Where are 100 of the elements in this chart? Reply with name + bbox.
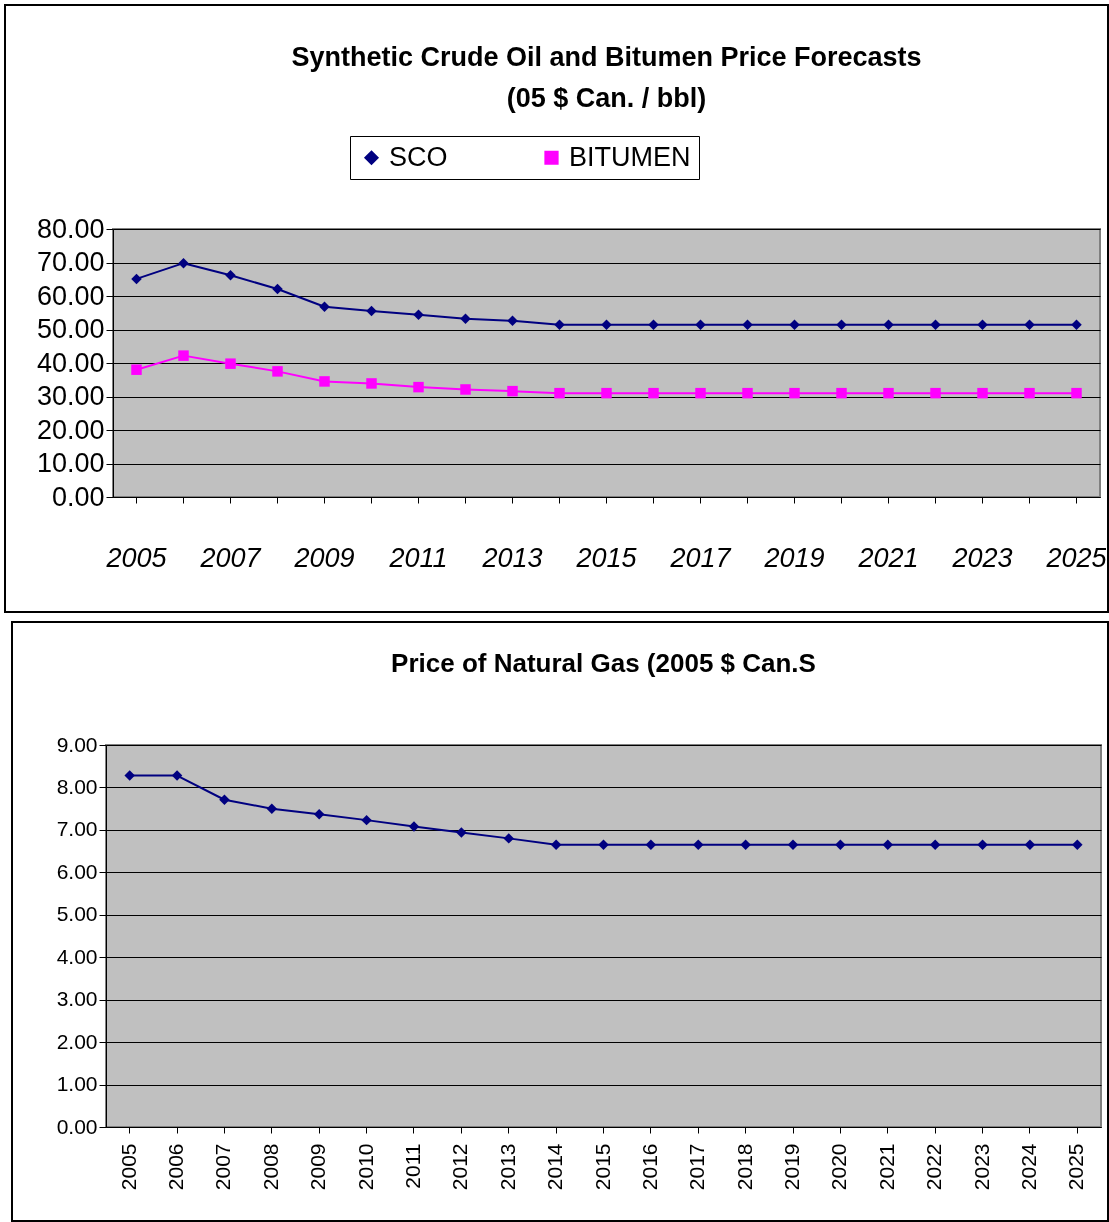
point — [929, 839, 941, 850]
point — [313, 808, 325, 820]
x-tick-label: 2011 — [388, 542, 448, 573]
y-tick-label: 4.00 — [56, 944, 98, 968]
y-tick-label: 70.00 — [36, 247, 105, 277]
point — [456, 827, 467, 838]
x-tick-label: 2007 — [211, 1143, 235, 1191]
point — [225, 358, 236, 369]
y-tick-label: 7.00 — [56, 817, 98, 841]
point — [787, 839, 799, 850]
point — [272, 366, 283, 377]
x-tick-label: 2019 — [763, 542, 825, 573]
point — [648, 387, 659, 399]
point — [124, 770, 135, 781]
point — [554, 319, 565, 331]
chart-title: Synthetic Crude Oil and Bitumen Price Forecasts (05 $ Can. / bbl) — [291, 41, 922, 114]
legend-label: BITUMEN — [569, 141, 691, 172]
point — [550, 839, 562, 850]
point — [272, 283, 283, 295]
point — [219, 794, 230, 805]
point — [1072, 839, 1083, 850]
point — [882, 839, 894, 850]
point — [1024, 839, 1036, 850]
point — [266, 803, 278, 814]
x-tick-label: 2021 — [874, 1143, 898, 1191]
point — [836, 387, 847, 399]
y-tick-label: 1.00 — [56, 1072, 98, 1096]
y-tick-label: 9.00 — [56, 732, 98, 756]
point — [319, 301, 330, 312]
x-tick-label: 2023 — [951, 542, 1013, 573]
point — [1024, 319, 1035, 331]
point — [601, 319, 612, 331]
point — [742, 387, 753, 399]
y-tick-label: 80.00 — [36, 213, 105, 244]
point — [645, 839, 657, 850]
point — [178, 257, 189, 269]
y-tick-label: 8.00 — [56, 774, 98, 798]
point — [883, 387, 894, 399]
point — [930, 387, 941, 399]
point — [693, 839, 704, 850]
x-tick-label: 2012 — [448, 1143, 472, 1191]
point — [408, 821, 420, 832]
y-tick-label: 5.00 — [56, 902, 98, 926]
point — [413, 381, 424, 393]
point — [695, 387, 706, 399]
legend-label: SCO — [389, 141, 448, 172]
x-tick-label: 2013 — [495, 1143, 519, 1191]
x-tick-label: 2019 — [780, 1143, 804, 1191]
point — [361, 814, 372, 826]
point — [507, 385, 518, 397]
x-tick-label: 2020 — [827, 1143, 851, 1191]
x-tick-label: 2025 — [1045, 542, 1108, 573]
x-tick-label: 2007 — [199, 542, 262, 573]
point — [460, 384, 471, 395]
x-tick-label: 2014 — [543, 1143, 567, 1191]
point — [648, 319, 659, 331]
point — [131, 273, 142, 285]
point — [1071, 387, 1082, 399]
x-tick-label: 2005 — [105, 542, 168, 573]
point — [507, 315, 518, 327]
y-tick-label: 3.00 — [56, 987, 98, 1011]
x-tick-label: 2023 — [969, 1143, 993, 1191]
point — [413, 309, 424, 320]
x-tick-label: 2016 — [637, 1143, 661, 1191]
point — [131, 364, 142, 375]
point — [171, 770, 183, 781]
y-tick-label: 40.00 — [36, 347, 105, 378]
point — [789, 387, 800, 399]
x-tick-label: 2017 — [669, 542, 732, 573]
point — [742, 319, 753, 331]
point — [740, 839, 751, 850]
x-tick-label: 2025 — [1064, 1143, 1088, 1191]
x-tick-label: 2008 — [258, 1143, 282, 1191]
x-tick-label: 2005 — [116, 1143, 140, 1191]
point — [930, 319, 941, 331]
x-tick-label: 2017 — [685, 1143, 709, 1191]
point — [225, 269, 236, 281]
x-tick-label: 2015 — [590, 1143, 614, 1191]
x-tick-label: 2009 — [293, 542, 355, 573]
x-tick-label: 2022 — [922, 1143, 946, 1191]
y-tick-label: 30.00 — [36, 381, 105, 411]
y-tick-label: 10.00 — [36, 448, 105, 478]
y-tick-label: 0.00 — [51, 481, 105, 512]
point — [883, 319, 894, 331]
x-tick-label: 2013 — [481, 542, 543, 573]
chart-title: Price of Natural Gas (2005 $ Can.S — [391, 648, 816, 678]
point — [835, 839, 846, 850]
point — [695, 319, 706, 331]
point — [503, 833, 514, 844]
x-tick-label: 2024 — [1016, 1143, 1040, 1191]
point — [319, 376, 330, 387]
point — [366, 378, 377, 389]
point — [1071, 319, 1082, 331]
y-tick-label: 2.00 — [56, 1029, 98, 1053]
point — [836, 319, 847, 331]
point — [977, 319, 988, 331]
point — [366, 305, 377, 317]
point — [460, 313, 471, 325]
x-tick-label: 2009 — [306, 1143, 330, 1191]
x-tick-label: 2011 — [400, 1143, 424, 1189]
